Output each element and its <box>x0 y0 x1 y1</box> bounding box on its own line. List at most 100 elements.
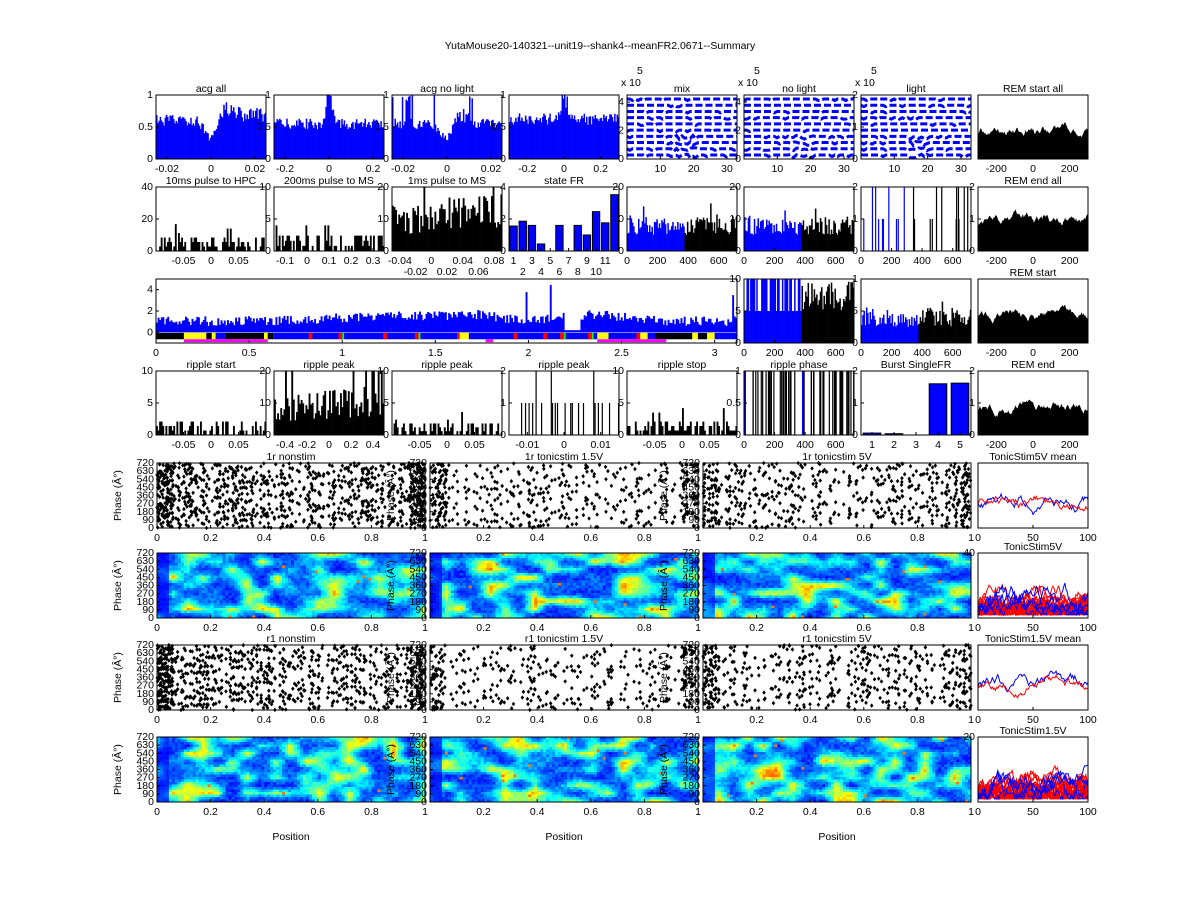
heatmap-cell <box>351 556 354 559</box>
raster-point <box>485 519 489 523</box>
histogram-bar <box>629 426 631 435</box>
raster-point <box>535 503 539 507</box>
state-segment <box>636 333 640 339</box>
raster-point <box>481 476 485 480</box>
raster-point <box>757 469 761 473</box>
state-segment <box>338 333 342 339</box>
raster-point <box>443 485 447 489</box>
heatmap-cell <box>318 563 321 566</box>
plot-content <box>510 195 618 251</box>
series-line <box>744 130 854 132</box>
heatmap-cell <box>228 563 231 566</box>
raster-point <box>900 521 904 525</box>
raster-point <box>935 472 939 476</box>
y-tick-label: 10 <box>612 213 624 225</box>
raster-point <box>885 468 889 472</box>
heatmap-cell <box>160 558 163 561</box>
heatmap-cell <box>214 566 217 569</box>
raster-point <box>734 486 738 490</box>
histogram-bar <box>198 242 200 251</box>
histogram-bar <box>723 408 725 435</box>
heatmap-cell <box>309 558 312 561</box>
raster-point <box>557 508 561 512</box>
y-tick-label: 2 <box>969 365 975 377</box>
heatmap-cell <box>187 558 190 561</box>
raster-point <box>267 525 271 529</box>
series-line <box>627 118 737 120</box>
heatmap-cell <box>374 561 377 564</box>
heatmap-cell <box>348 558 351 561</box>
subplot-title: mix <box>674 83 691 95</box>
raster-point <box>259 464 263 468</box>
y-tick-label: 1 <box>852 397 858 409</box>
heatmap-cell <box>279 561 282 564</box>
heatmap-cell <box>306 563 309 566</box>
raster-point <box>328 495 332 499</box>
x-tick-label: -200 <box>986 347 1007 359</box>
heatmap-cell <box>279 563 282 566</box>
raster-point <box>930 518 934 522</box>
plot-content <box>522 371 619 435</box>
heatmap-cell <box>166 568 169 571</box>
heatmap-cell <box>309 566 312 569</box>
raster-point <box>947 521 951 525</box>
series-line <box>744 154 854 157</box>
heatmap-cell <box>231 563 234 566</box>
raster-point <box>223 485 227 489</box>
y-tick-label: 720 <box>682 457 700 469</box>
raster-point <box>590 501 594 505</box>
heatmap-cell <box>211 566 214 569</box>
axis-multiplier-exponent: 5 <box>637 65 643 77</box>
subplot-title: ripple peak <box>538 359 590 371</box>
subplot: ripple peak012-0.01 0 0.01 <box>500 359 619 451</box>
heatmap-cell <box>368 558 371 561</box>
raster-point <box>357 521 361 525</box>
raster-point <box>202 478 206 482</box>
y-tick-label: 0 <box>618 429 624 441</box>
heatmap-cell <box>220 558 223 561</box>
x-tick-label: 600 <box>827 255 845 267</box>
subplot-title: acg all <box>196 83 226 95</box>
raster-point <box>452 506 456 510</box>
heatmap-cell <box>285 556 288 559</box>
heatmap-cell <box>196 556 199 559</box>
y-tick-label: 5 <box>265 213 271 225</box>
raster-point <box>516 484 520 488</box>
histogram-bar <box>704 431 706 435</box>
heatmap-cell <box>273 563 276 566</box>
raster-point <box>327 514 331 518</box>
raster-point <box>582 513 586 517</box>
raster-point <box>715 462 719 466</box>
heatmap-cell <box>327 566 330 569</box>
raster-point <box>259 473 263 477</box>
raster-point <box>259 497 263 501</box>
raster-point <box>782 476 786 480</box>
y-tick-label: 0 <box>147 153 153 165</box>
raster-point <box>732 489 736 493</box>
raster-point <box>505 488 509 492</box>
x-tick-label: 0.4 <box>257 532 272 544</box>
x-tick-label: 0.05 <box>228 255 249 267</box>
heatmap-cell <box>199 556 202 559</box>
x-tick-label: -200 <box>986 255 1007 267</box>
raster-point <box>399 515 403 519</box>
heatmap-cell <box>252 561 255 564</box>
histogram-bar <box>696 422 698 435</box>
raster-point <box>557 476 561 480</box>
raster-point <box>328 463 332 467</box>
plot-content <box>978 400 1088 435</box>
heatmap-cell <box>270 558 273 561</box>
subplot-title: 1r tonicstim 1.5V <box>525 451 603 463</box>
raster-point <box>500 484 504 488</box>
heatmap-cell <box>318 566 321 569</box>
x-tick-label: 0 <box>326 163 332 175</box>
heatmap-cell <box>199 558 202 561</box>
raster-point <box>246 492 250 496</box>
raster-point <box>737 520 741 524</box>
raster-point <box>811 482 815 486</box>
x-tick-label: 3 <box>529 255 535 267</box>
raster-point <box>797 517 801 521</box>
heatmap-cell <box>178 556 181 559</box>
bar <box>528 225 535 251</box>
